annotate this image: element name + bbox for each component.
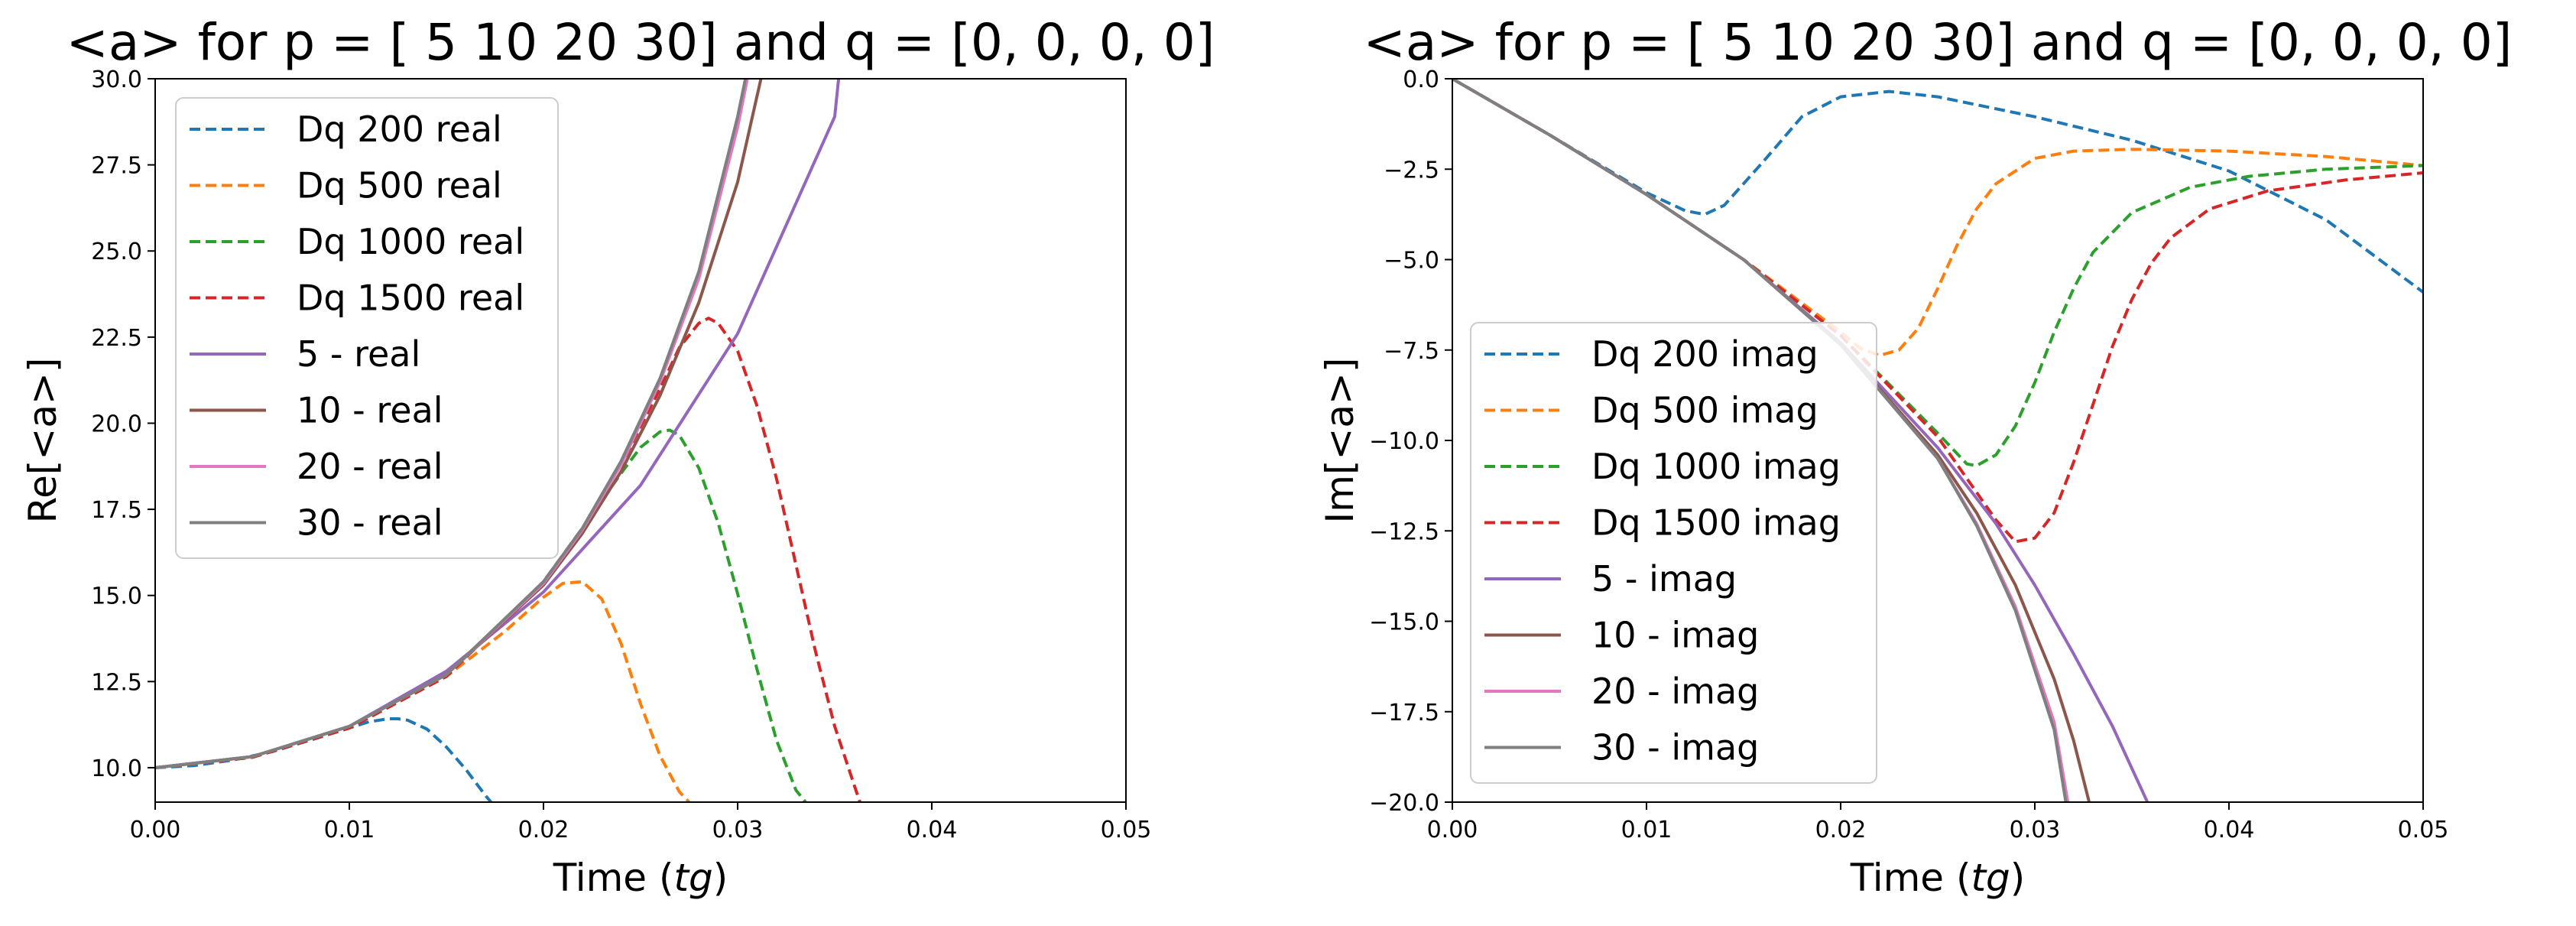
chart-title: <a> for p = [ 5 10 20 30] and q = [0, 0,… xyxy=(67,13,1215,72)
x-tick-label: 0.02 xyxy=(518,817,569,843)
x-axis-label: Time (tg) xyxy=(1850,856,2026,900)
y-tick-label: 12.5 xyxy=(91,669,142,696)
y-tick-label: −17.5 xyxy=(1369,700,1439,726)
x-axis-label: Time (tg) xyxy=(553,856,728,900)
y-axis-label: Im[<a>] xyxy=(1318,358,1362,524)
y-tick-label: 25.0 xyxy=(91,239,142,265)
x-tick-label: 0.04 xyxy=(907,817,958,843)
series-line-0 xyxy=(155,717,492,802)
y-tick-label: 22.5 xyxy=(91,325,142,352)
legend-label: 5 - imag xyxy=(1591,558,1737,599)
legend-label: 20 - imag xyxy=(1591,671,1759,712)
x-tick-label: 0.05 xyxy=(2398,817,2449,843)
legend-box xyxy=(1470,322,1877,784)
legend-label: Dq 200 real xyxy=(297,109,502,150)
y-tick-label: −20.0 xyxy=(1369,790,1439,817)
y-tick-label: 20.0 xyxy=(91,411,142,437)
y-tick-label: 0.0 xyxy=(1403,67,1439,93)
plot-lines xyxy=(1452,79,2423,802)
y-tick-label: −12.5 xyxy=(1369,518,1439,545)
legend-label: 10 - imag xyxy=(1591,615,1759,656)
x-tick-label: 0.00 xyxy=(1427,817,1478,843)
legend-box xyxy=(175,97,559,559)
legend-label: Dq 1000 real xyxy=(297,221,524,262)
y-tick-label: 17.5 xyxy=(91,497,142,524)
series-line-7 xyxy=(1452,79,2068,802)
x-tick-label: 0.03 xyxy=(712,817,764,843)
plot-lines xyxy=(155,79,861,802)
series-line-1 xyxy=(155,580,690,802)
chart-0: 0.00 0.01 0.02 0.03 0.04 0.05 10.0 12.5 15.0 17.5… xyxy=(21,13,1215,900)
legend-label: 20 - real xyxy=(297,446,443,487)
x-tick-label: 0.05 xyxy=(1101,817,1152,843)
x-tick-label: 0.01 xyxy=(1621,817,1672,843)
legend: Dq 200 imag Dq 500 imag Dq 1000 imag Dq 150… xyxy=(1470,322,1877,784)
y-tick-label: −2.5 xyxy=(1384,157,1439,184)
y-tick-label: 15.0 xyxy=(91,583,142,610)
y-tick-label: −10.0 xyxy=(1369,428,1439,455)
axes-frame xyxy=(154,78,1127,803)
x-tick-label: 0.04 xyxy=(2204,817,2255,843)
series-line-1 xyxy=(1452,79,2423,357)
y-tick-label: −7.5 xyxy=(1384,338,1439,365)
legend-label: Dq 1500 real xyxy=(297,278,524,319)
legend-label: Dq 1500 imag xyxy=(1591,502,1841,544)
legend: Dq 200 real Dq 500 real Dq 1000 real Dq 150… xyxy=(175,97,559,559)
x-tick-label: 0.02 xyxy=(1815,817,1867,843)
legend-label: Dq 500 imag xyxy=(1591,390,1818,431)
y-tick-label: −5.0 xyxy=(1384,248,1439,275)
x-tick-label: 0.03 xyxy=(2010,817,2061,843)
series-line-0 xyxy=(1452,79,2423,294)
chart-1: 0.00 0.01 0.02 0.03 0.04 0.05 0.0 −2.5 −5.0 −7.5 −… xyxy=(1318,13,2512,900)
y-axis-label: Re[<a>] xyxy=(21,358,65,524)
legend-label: 10 - real xyxy=(297,390,443,431)
y-tick-label: −15.0 xyxy=(1369,609,1439,636)
legend-label: 30 - imag xyxy=(1591,727,1759,768)
y-tick-label: 27.5 xyxy=(91,153,142,180)
series-line-7 xyxy=(155,79,748,769)
legend-label: Dq 200 imag xyxy=(1591,333,1818,375)
x-tick-label: 0.01 xyxy=(324,817,375,843)
x-tick-label: 0.00 xyxy=(130,817,181,843)
y-tick-label: 30.0 xyxy=(91,67,142,93)
legend-label: 5 - real xyxy=(297,333,420,375)
legend-label: Dq 500 real xyxy=(297,165,502,206)
legend-label: 30 - real xyxy=(297,502,443,544)
y-tick-label: 10.0 xyxy=(91,755,142,782)
chart-title: <a> for p = [ 5 10 20 30] and q = [0, 0,… xyxy=(1364,13,2513,72)
legend-label: Dq 1000 imag xyxy=(1591,446,1841,487)
